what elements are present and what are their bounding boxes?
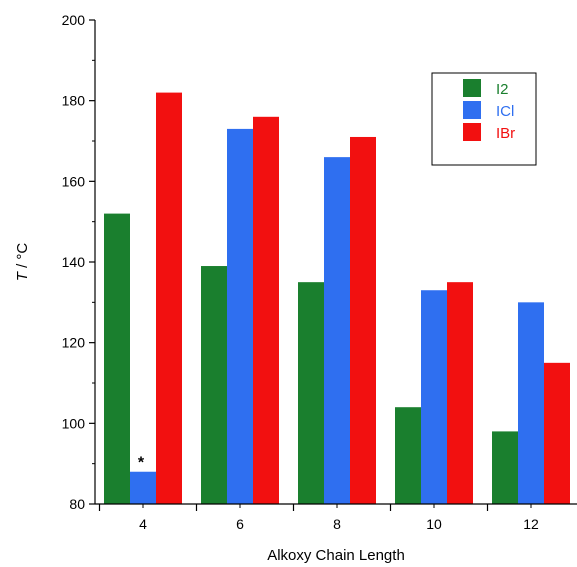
bar-icl-4 [130, 471, 156, 504]
y-tick-label: 180 [62, 93, 86, 109]
x-tick-label: 6 [236, 516, 244, 532]
bar-ibr-12 [544, 362, 570, 504]
bar-ibr-4 [156, 92, 182, 504]
bar-icl-6 [227, 128, 253, 504]
x-tick-label: 4 [139, 516, 147, 532]
legend-label-i2: I2 [496, 81, 509, 98]
y-tick-label: 100 [62, 415, 86, 431]
annotation-asterisk: * [138, 455, 145, 472]
y-axis-title-symbol: T [14, 270, 31, 281]
bar-ibr-10 [447, 282, 473, 504]
bar-i2-10 [395, 407, 421, 504]
legend-box [431, 72, 537, 166]
legend-swatch-icl [463, 101, 481, 119]
x-tick-label: 10 [426, 516, 442, 532]
x-tick-label: 8 [333, 516, 341, 532]
annotations-group: * [138, 455, 145, 472]
legend-swatch-ibr [463, 123, 481, 141]
y-axis-title: T / °C [14, 243, 31, 282]
bars-group [104, 92, 570, 505]
bar-i2-8 [298, 282, 324, 504]
bar-icl-8 [324, 157, 350, 504]
legend-label-icl: ICl [496, 103, 514, 120]
y-tick-label: 200 [62, 12, 86, 28]
y-tick-label: 80 [69, 496, 85, 512]
y-axis-title-unit: / °C [14, 243, 31, 273]
bar-icl-12 [518, 302, 544, 504]
x-tick-label: 12 [523, 516, 539, 532]
bar-i2-12 [492, 431, 518, 504]
bar-icl-10 [421, 290, 447, 504]
legend: I2 ICl IBr [431, 72, 537, 166]
x-axis-title: Alkoxy Chain Length [267, 547, 405, 564]
y-tick-label: 160 [62, 173, 86, 189]
bar-ibr-8 [350, 136, 376, 504]
bar-ibr-6 [253, 116, 279, 505]
y-tick-label: 140 [62, 254, 86, 270]
y-ticks-group: 80 100 120 140 160 180 200 [62, 12, 95, 512]
legend-swatch-i2 [463, 79, 481, 97]
y-tick-label: 120 [62, 335, 86, 351]
bar-i2-4 [104, 213, 130, 504]
legend-label-ibr: IBr [496, 125, 515, 142]
bar-i2-6 [201, 266, 227, 504]
x-ticks-group: 4 6 8 10 12 [98, 504, 539, 532]
